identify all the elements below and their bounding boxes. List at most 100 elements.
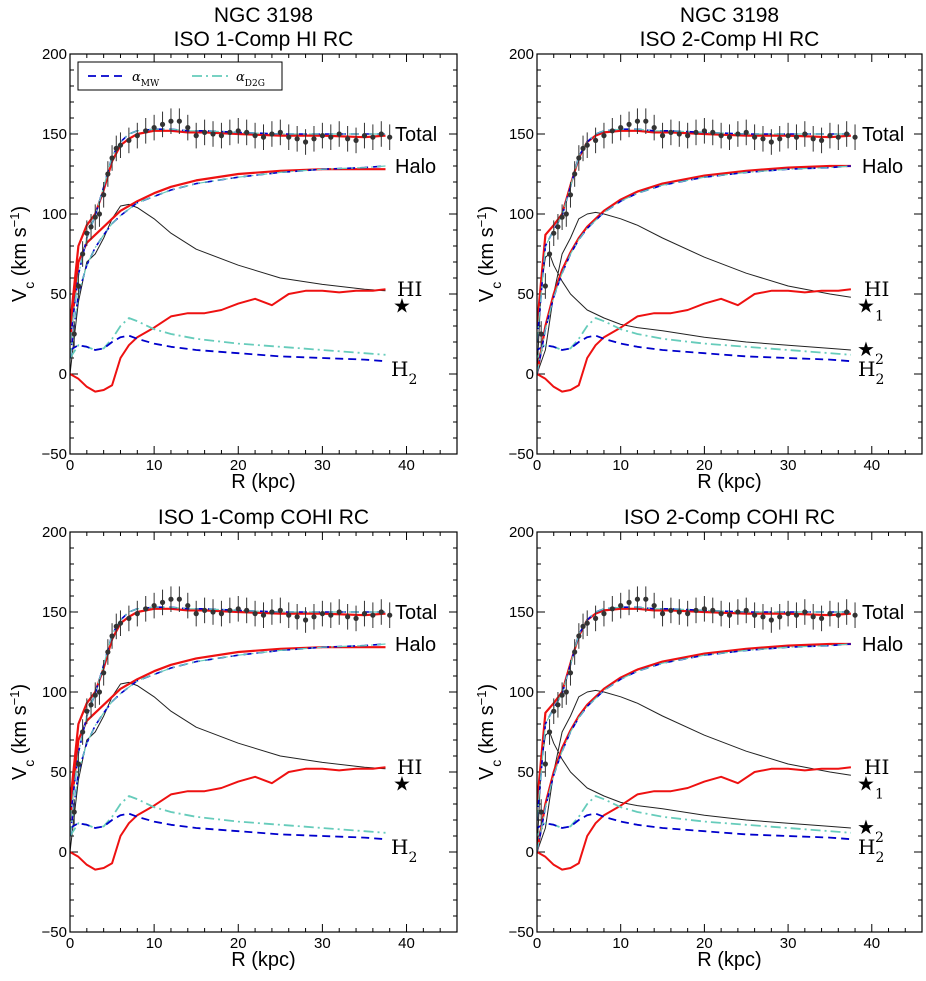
data-point	[676, 131, 682, 137]
data-point	[685, 611, 691, 617]
hi-gas-curve	[537, 766, 852, 871]
data-point	[185, 603, 191, 609]
data-point	[370, 612, 376, 618]
label-h2: H2	[391, 357, 417, 388]
data-point	[244, 129, 250, 135]
y-axis-label: Vc (km s−1)	[7, 206, 38, 302]
y-tick-label: 50	[517, 286, 534, 303]
y-tick-label: −50	[42, 924, 67, 941]
data-point	[785, 611, 791, 617]
data-point	[710, 129, 716, 135]
data-point	[277, 129, 283, 135]
label-hi: HI	[397, 277, 422, 301]
y-tick-label: 100	[42, 206, 67, 223]
x-tick-label: 30	[780, 457, 797, 474]
data-point	[760, 136, 766, 142]
data-point	[176, 118, 182, 124]
x-tick-label: 0	[66, 457, 74, 474]
chart-title-line: ISO 1-Comp COHI RC	[158, 506, 369, 529]
data-point	[269, 609, 275, 615]
label-stars-2: ★2	[857, 337, 884, 368]
data-point	[134, 611, 140, 617]
data-point	[126, 615, 132, 622]
data-point	[260, 612, 267, 618]
data-point	[618, 603, 624, 609]
data-point	[827, 133, 833, 139]
data-point	[328, 612, 334, 618]
data-point	[718, 611, 724, 617]
data-point	[193, 611, 199, 617]
label-h2: H2	[858, 357, 884, 388]
x-tick-label: 10	[146, 935, 163, 952]
y-tick-label: 0	[526, 844, 534, 861]
x-tick-label: 0	[533, 457, 541, 474]
data-point	[609, 606, 615, 612]
data-point	[109, 633, 115, 639]
y-tick-label: 0	[526, 366, 534, 383]
total-fit-curve	[70, 129, 386, 327]
data-point	[827, 611, 833, 617]
data-point	[311, 614, 317, 620]
data-point	[701, 128, 707, 134]
total-d2g-curve	[537, 606, 851, 821]
x-tick-label: 20	[696, 935, 713, 952]
data-point	[109, 155, 115, 161]
data-point	[75, 283, 82, 289]
y-tick-label: −50	[509, 446, 534, 463]
data-point	[580, 145, 586, 151]
data-point	[777, 614, 783, 620]
y-tick-label: 0	[59, 366, 67, 383]
data-point	[592, 137, 599, 143]
data-point	[685, 133, 691, 139]
label-hi: HI	[397, 755, 422, 779]
data-point	[252, 611, 258, 617]
h2-d2g-curve	[70, 317, 386, 359]
data-point	[269, 131, 275, 137]
legend-label: αMW	[132, 70, 160, 89]
x-tick-label: 40	[398, 457, 415, 474]
data-point	[710, 607, 716, 614]
data-point	[277, 607, 283, 614]
x-tick-label: 0	[66, 935, 74, 952]
data-point	[88, 702, 94, 708]
data-point	[752, 134, 758, 140]
y-axis-label: Vc (km s−1)	[474, 206, 505, 302]
data-point	[659, 611, 666, 617]
data-point	[676, 609, 682, 615]
data-point	[151, 125, 157, 131]
data-point	[227, 129, 233, 135]
data-point	[302, 139, 309, 145]
total-mw-curve	[70, 606, 386, 821]
label-halo: Halo	[395, 634, 436, 656]
data-point	[84, 708, 90, 714]
y-tick-label: 150	[509, 604, 534, 621]
data-point	[260, 134, 267, 140]
data-point	[294, 136, 300, 142]
total-mw-curve	[70, 128, 386, 343]
data-point	[84, 230, 90, 236]
data-point	[80, 251, 86, 257]
h2-mw-curve	[537, 812, 851, 841]
data-point	[387, 134, 393, 140]
axes-frame	[536, 531, 923, 933]
data-point	[101, 670, 107, 676]
label-hi: HI	[864, 755, 889, 779]
data-point	[852, 612, 858, 618]
data-point	[227, 607, 233, 614]
data-point	[546, 729, 553, 735]
data-point	[185, 125, 191, 131]
data-point	[210, 609, 216, 615]
stellar-disk-1-curve	[70, 681, 386, 853]
data-point	[559, 214, 565, 220]
chart-title-line: ISO 1-Comp HI RC	[174, 28, 354, 51]
data-point	[618, 125, 624, 131]
label-stars-1: ★1	[857, 772, 884, 803]
y-tick-label: 150	[509, 126, 534, 143]
hi-gas-curve	[70, 766, 386, 871]
data-point	[361, 611, 368, 617]
data-point	[159, 121, 166, 127]
label-stars-2: ★2	[857, 815, 884, 846]
h2-d2g-curve	[537, 795, 851, 837]
